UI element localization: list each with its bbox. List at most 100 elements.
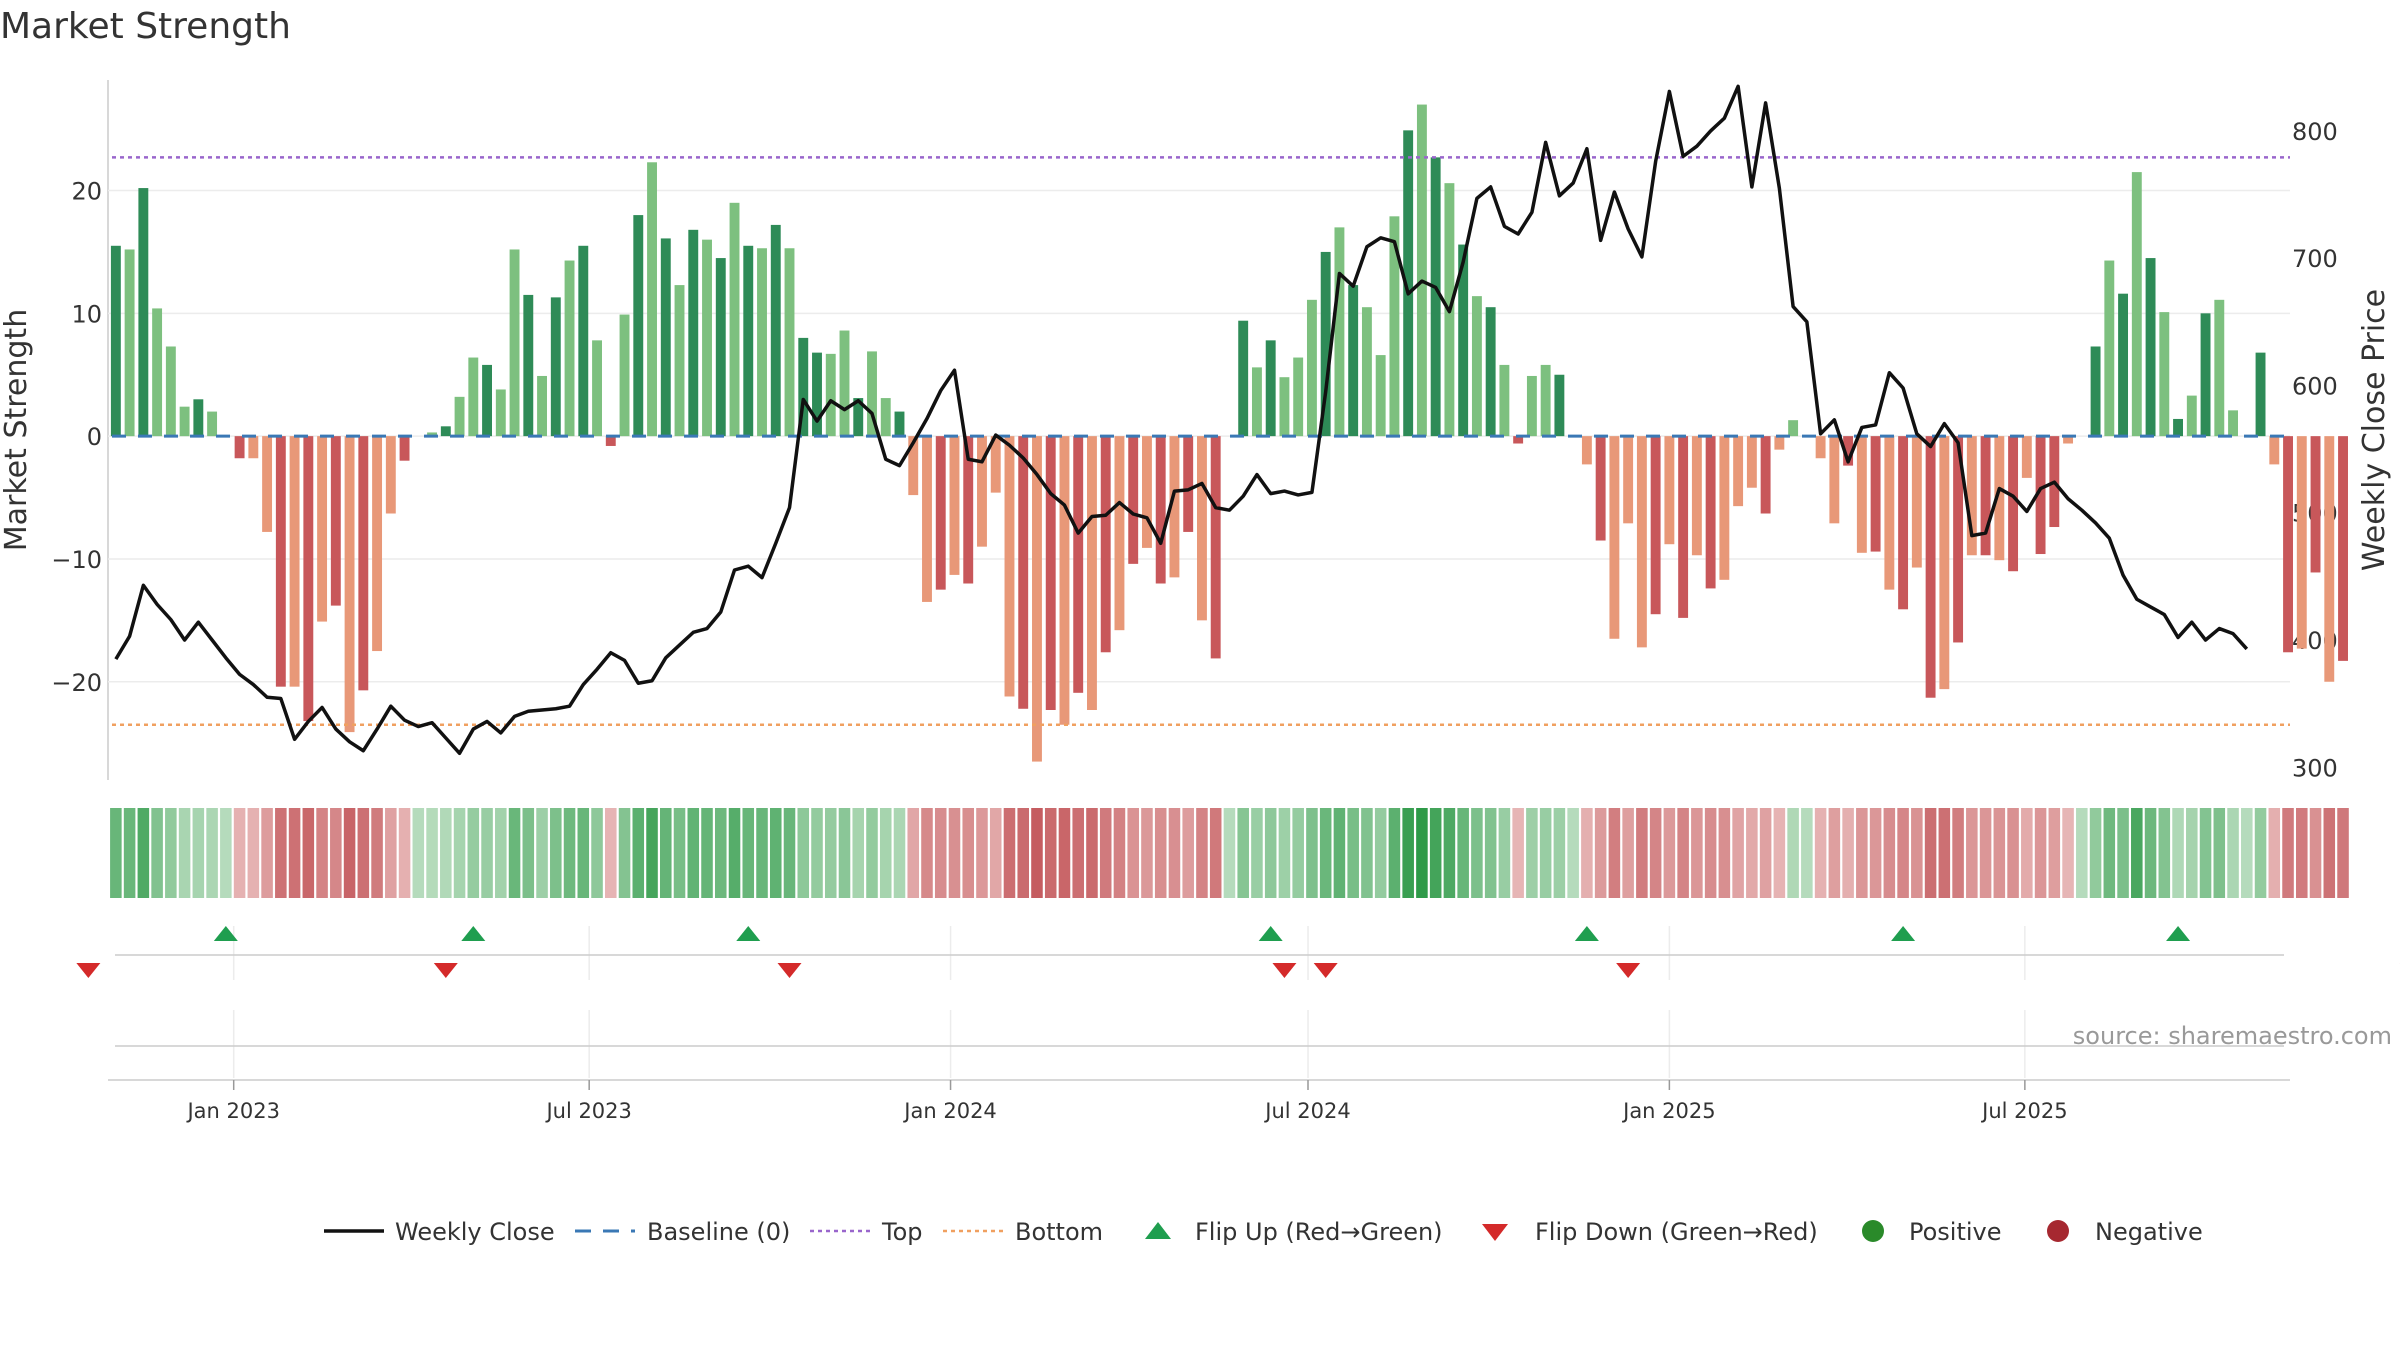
positive-bar [894,411,905,437]
negative-bar [344,436,355,733]
positive-bar [2228,410,2238,437]
positive-bar [1485,307,1496,437]
negative-bar [358,436,369,691]
positive-bar [1416,104,1427,437]
flip-up-marker [1574,926,1599,941]
heat-cell [330,808,342,898]
positive-bar [757,248,767,437]
legend-label: Top [881,1218,923,1246]
heat-cell [1539,808,1552,898]
negative-bar [1939,436,1950,690]
negative-bar [275,436,286,687]
negative-bar [234,436,245,459]
negative-bar [2296,436,2307,649]
heat-cell [1209,808,1222,898]
heat-cell [178,808,191,898]
negative-bar [949,436,960,575]
negative-bar [262,436,273,532]
flip-up-marker [213,926,238,941]
heat-cell [660,808,672,898]
heat-cell [2323,808,2336,898]
positive-bar [440,426,451,437]
negative-bar [1087,436,1097,710]
heat-cell [1704,808,1717,898]
legend-swatch-dot [2047,1220,2069,1242]
heat-cell [1333,808,1346,898]
heat-cell [591,808,603,898]
flip-markers-panel [76,926,2400,1078]
negative-bar [2269,436,2280,465]
negative-bar [1004,436,1015,697]
heat-cell [632,808,645,898]
heat-cell [1622,808,1634,898]
heat-cell [577,808,590,898]
negative-bar [1155,436,1166,584]
positive-bar [124,249,135,437]
flip-up-marker [1258,926,1283,941]
heat-cell [2089,808,2102,898]
negative-bar [1114,436,1125,631]
positive-bar [152,308,163,437]
heat-cell [1196,808,1208,898]
negative-bar [2310,436,2321,573]
negative-bar [2324,436,2335,682]
heat-cell [1649,808,1662,898]
positive-bar [1389,216,1400,437]
positive-bar [798,337,809,437]
source-credit: source: sharemaestro.com [2073,1022,2392,1050]
heat-cell [247,808,260,898]
heat-cell [385,808,397,898]
negative-bar [922,436,932,602]
legend: Weekly Close Baseline (0) Top Bottom Flip Up… [324,1218,2203,1246]
positive-bar [179,406,190,437]
heat-cell [1718,808,1731,898]
heat-cell [989,808,1002,898]
positive-bar [812,352,822,437]
positive-bar [2145,258,2156,437]
negative-bar [1169,436,1180,578]
heat-cell [165,808,177,898]
positive-bar [468,357,479,437]
negative-bar [990,436,1001,493]
legend-label: Baseline (0) [647,1218,790,1246]
positive-bar [1430,157,1441,437]
positive-bar [2131,172,2142,437]
heat-cell [1883,808,1896,898]
negative-bar [1829,436,1840,524]
heat-cell [2103,808,2116,898]
right-tick-label: 600 [2292,372,2338,400]
heat-cell [522,808,535,898]
positive-bar [110,245,121,437]
positive-bar [2255,352,2266,437]
heat-cell [1924,808,1937,898]
positive-bar [523,294,534,437]
positive-bar [1238,320,1249,437]
heat-cell [1278,808,1291,898]
left-tick-label: 10 [71,300,102,328]
heat-cell [426,808,438,898]
heat-cell [1416,808,1428,898]
heat-cell [948,808,961,898]
legend-label: Negative [2095,1218,2203,1246]
heat-cell [343,808,356,898]
heat-cell [1801,808,1813,898]
heat-cell [866,808,878,898]
heat-cell [1567,808,1579,898]
heat-cell [852,808,865,898]
positive-bar [770,224,781,437]
heat-cell [371,808,383,898]
heat-cell [1251,808,1263,898]
right-tick-label: 300 [2292,754,2338,782]
heat-cell [1154,808,1167,898]
heat-cell [1017,808,1029,898]
heat-cell [1732,808,1744,898]
negative-bar [330,436,341,606]
heat-cell [1031,808,1043,898]
heat-cell [1814,808,1827,898]
heat-cell [550,808,562,898]
positive-bar [2159,312,2170,437]
heat-cell [673,808,686,898]
heat-cell [811,808,823,898]
negative-bar [1623,436,1634,524]
date-tick-label: Jan 2025 [1621,1099,1716,1123]
